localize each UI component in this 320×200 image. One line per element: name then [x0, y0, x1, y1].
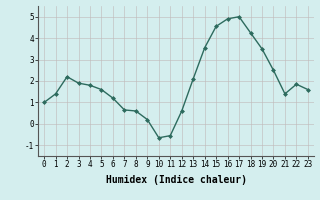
X-axis label: Humidex (Indice chaleur): Humidex (Indice chaleur)	[106, 175, 246, 185]
